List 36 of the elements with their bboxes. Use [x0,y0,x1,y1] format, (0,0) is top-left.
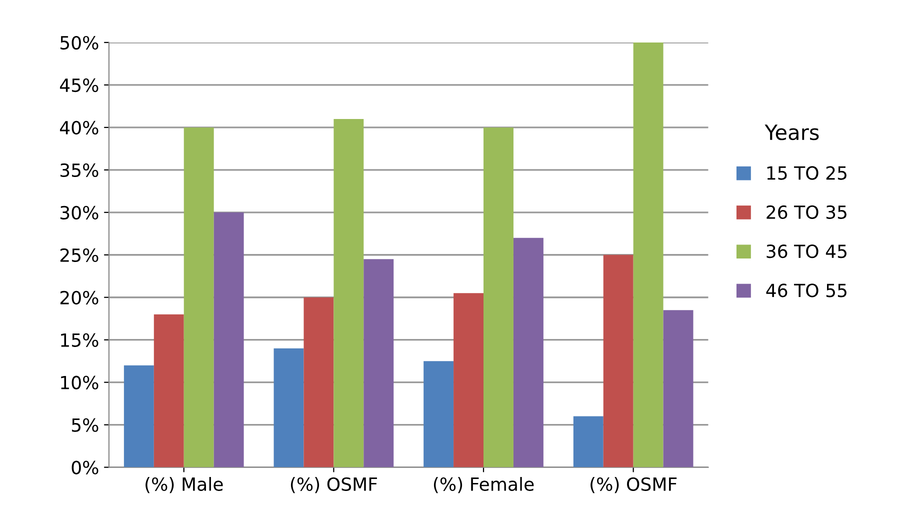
y-tick-label: 25% [60,248,98,262]
bar [484,127,514,468]
bar [513,238,544,468]
bar [663,310,694,468]
y-tick-label: 20% [60,290,98,304]
x-tick-label: (%) OSMF [590,477,677,494]
bar [274,348,304,468]
x-tick-label: (%) OSMF [290,477,377,494]
y-tick-label: 35% [60,163,98,178]
y-tick-label: 45% [60,78,98,92]
y-tick-label: 30% [60,206,98,220]
bar [184,127,214,468]
y-tick-label: 50% [60,36,98,50]
y-tick-label: 10% [61,376,98,390]
bar [334,118,364,468]
legend-label: 15 TO 25 [767,166,846,180]
bar [304,297,334,468]
y-tick-label: 0% [72,460,98,474]
legend-label: 36 TO 45 [766,244,846,258]
legend-label: 26 TO 35 [766,205,846,219]
legend-label: 46 TO 55 [766,284,846,298]
bar [124,365,154,468]
bar [633,42,664,468]
x-tick-label: (%) Male [146,477,223,494]
x-tick-label: (%) Female [434,477,534,494]
bar [214,212,244,468]
y-tick-label: 5% [72,418,98,432]
y-tick-label: 15% [61,333,98,347]
bar [154,314,184,468]
bar [424,361,454,468]
y-tick-label: 40% [60,120,98,135]
bar [454,293,484,468]
bar [603,254,634,468]
bar [573,416,604,468]
legend-title: Years [764,124,819,140]
bar [364,259,394,468]
